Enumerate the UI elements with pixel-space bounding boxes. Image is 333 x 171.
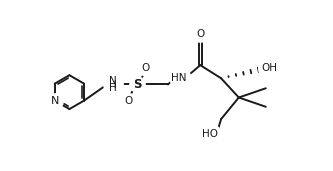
Text: S: S: [133, 78, 142, 91]
Text: O: O: [142, 63, 150, 73]
Text: OH: OH: [262, 63, 278, 73]
Text: HN: HN: [171, 73, 186, 83]
Text: N: N: [51, 96, 59, 106]
Text: H: H: [109, 83, 117, 93]
Text: O: O: [196, 29, 204, 39]
Text: O: O: [125, 96, 133, 106]
Text: N: N: [109, 76, 117, 86]
Text: H: H: [109, 80, 117, 90]
Text: HO: HO: [202, 129, 218, 140]
